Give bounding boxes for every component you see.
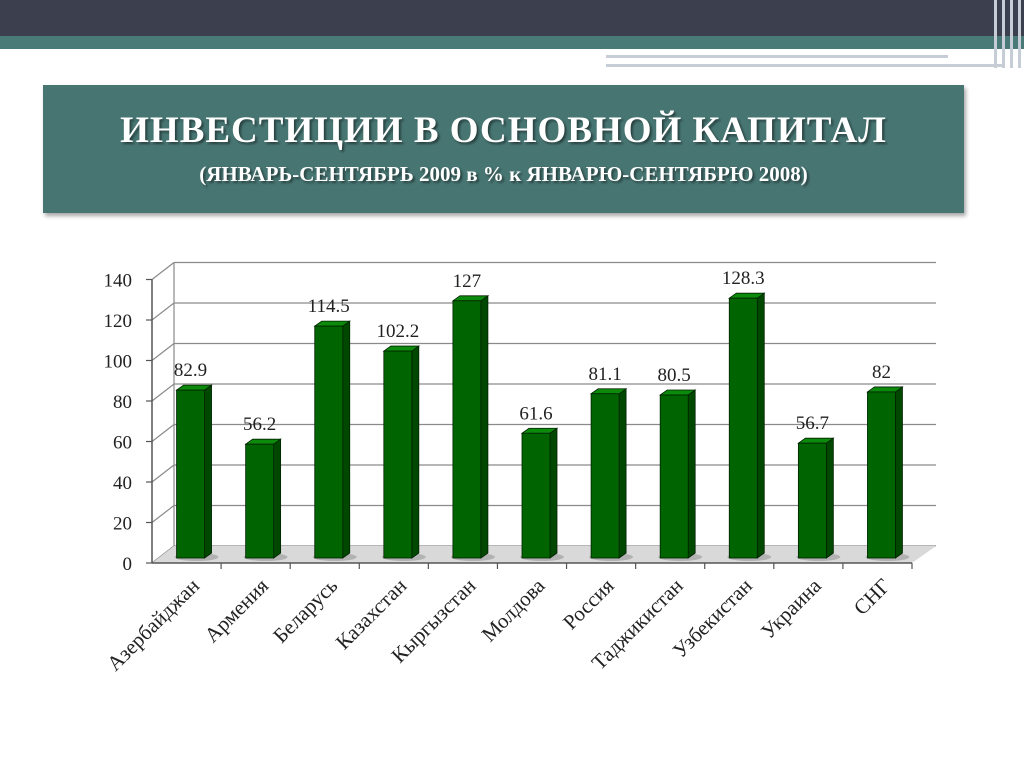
bar-side — [618, 387, 627, 559]
decorative-bar — [1002, 0, 1005, 68]
x-tick-label: Азербайджан — [102, 574, 204, 676]
bar — [314, 325, 344, 559]
gridline-depth — [151, 505, 175, 523]
gridline-depth — [151, 424, 175, 442]
title-box: ИНВЕСТИЦИИ В ОСНОВНОЙ КАПИТАЛ (ЯНВАРЬ-СЕ… — [43, 85, 964, 213]
bar — [176, 389, 205, 559]
data-label: 128.3 — [722, 268, 765, 289]
y-tick-label: 40 — [113, 473, 132, 494]
y-tick-label: 0 — [123, 554, 133, 575]
bar-side — [480, 295, 489, 559]
y-tick-label: 20 — [113, 514, 132, 535]
gridline-depth — [151, 343, 175, 361]
bar-side — [342, 320, 351, 559]
data-label: 127 — [453, 271, 482, 292]
data-label: 56.7 — [796, 413, 829, 434]
data-label: 114.5 — [308, 296, 350, 317]
bar-side — [687, 389, 696, 559]
y-tick-label: 60 — [113, 433, 132, 454]
bar-side — [756, 292, 765, 559]
gridline-depth — [151, 464, 175, 483]
data-label: 81.1 — [588, 364, 621, 385]
bar-side — [825, 437, 834, 559]
bar — [521, 432, 551, 559]
gridline-depth — [151, 383, 175, 402]
decorative-line — [606, 55, 948, 58]
gridline-depth — [151, 262, 175, 280]
bar — [867, 391, 896, 559]
bar — [659, 394, 689, 559]
decorative-bar — [1018, 0, 1021, 68]
data-label: 61.6 — [519, 403, 552, 424]
bar — [452, 300, 482, 559]
bar-side — [273, 438, 282, 559]
bar-side — [895, 386, 903, 559]
x-tick-label: Армения — [200, 573, 274, 647]
bar — [590, 393, 620, 559]
bar-side — [204, 384, 212, 559]
y-tick-label: 120 — [104, 311, 133, 332]
data-label: 56.2 — [243, 414, 276, 435]
header-dark-band — [0, 0, 1024, 36]
bar — [797, 442, 827, 559]
gridline-depth — [151, 302, 175, 321]
slide-title: ИНВЕСТИЦИИ В ОСНОВНОЙ КАПИТАЛ — [120, 110, 887, 151]
header-teal-band — [0, 36, 1024, 49]
data-label: 82 — [872, 362, 891, 383]
x-tick-label: Украина — [756, 573, 826, 643]
bar — [383, 350, 413, 559]
data-label: 82.9 — [174, 360, 207, 381]
decorative-line — [606, 64, 1002, 67]
bar-side — [411, 345, 420, 559]
data-label: 80.5 — [658, 365, 691, 386]
y-tick-label: 100 — [104, 352, 133, 373]
bar — [728, 297, 758, 559]
data-label: 102.2 — [376, 321, 419, 342]
x-tick-label: Молдова — [477, 573, 550, 646]
bar — [245, 443, 275, 559]
x-tick-label: СНГ — [849, 574, 895, 620]
bar-side — [549, 427, 558, 559]
y-tick-label: 80 — [113, 392, 132, 413]
slide-subtitle: (ЯНВАРЬ-СЕНТЯБРЬ 2009 в % к ЯНВАРЮ-СЕНТЯ… — [199, 162, 808, 186]
decorative-bar — [994, 0, 997, 68]
y-tick-label: 140 — [104, 271, 133, 292]
decorative-bar — [1010, 0, 1013, 68]
x-tick-label: Россия — [558, 573, 619, 634]
